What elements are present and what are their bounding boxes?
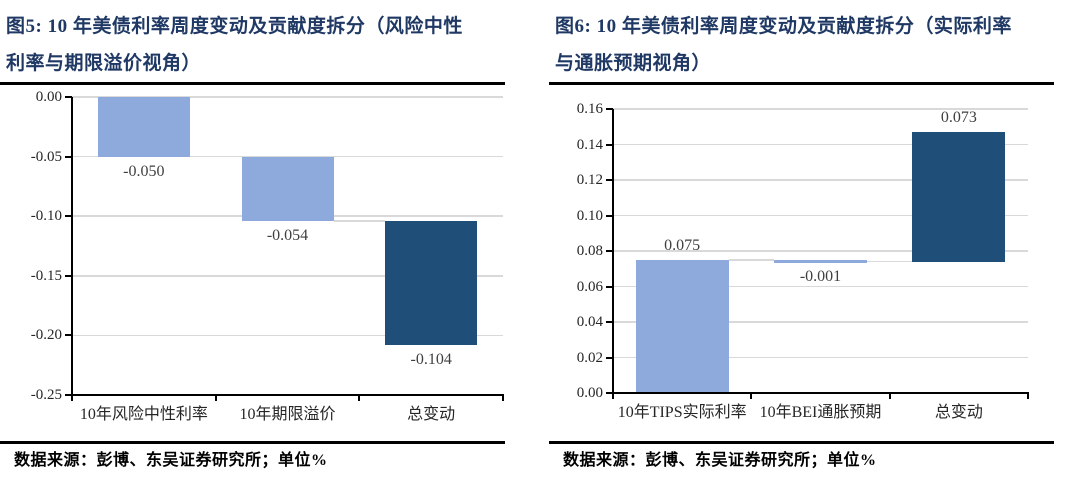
figure-6-title-line1: 图6: 10 年美债利率周度变动及贡献度拆分（实际利率 [555, 16, 1012, 37]
y-axis-tick-label: -0.25 [30, 387, 62, 403]
footer-divider [549, 441, 1054, 444]
y-axis-tick [65, 334, 72, 337]
x-axis-category-label: 总变动 [407, 406, 456, 423]
figure-5-title-line1: 图5: 10 年美债利率周度变动及贡献度拆分（风险中性 [6, 16, 463, 37]
gridline [613, 356, 1028, 359]
y-axis-tick [606, 214, 613, 217]
x-axis-category-label: 10年风险中性利率 [79, 406, 208, 423]
y-axis-tick [606, 321, 613, 323]
figure-5-chart: 0.00 -0.05 -0.10 -0.15 -0.20 -0.25 -0.050 -0.05… [0, 0, 530, 478]
y-axis-tick [606, 250, 613, 252]
x-axis-tick [1027, 393, 1029, 399]
x-axis-category-label: 10年期限溢价 [239, 406, 336, 423]
y-axis-tick [606, 143, 613, 146]
x-axis-line [71, 394, 504, 396]
gridline [613, 321, 1028, 323]
y-axis-tick-label: -0.05 [30, 148, 62, 165]
y-axis-tick-label: 0.14 [576, 136, 603, 153]
gridline [613, 179, 1028, 181]
figure-6-source: 数据来源：彭博、东吴证券研究所；单位% [563, 452, 877, 469]
bar-value-label: -0.054 [266, 226, 309, 244]
waterfall-connector [333, 220, 386, 222]
y-axis-tick [606, 285, 613, 288]
y-axis-tick-label: 0.16 [576, 101, 603, 117]
y-axis-tick-label: -0.15 [30, 267, 62, 284]
x-axis-line [612, 392, 1029, 394]
gridline [72, 275, 503, 277]
y-axis-tick [606, 108, 613, 110]
y-axis-tick [65, 155, 72, 158]
x-axis-tick [888, 393, 891, 399]
y-axis-tick [65, 215, 72, 218]
y-axis-tick-label: -0.20 [30, 327, 62, 344]
y-axis-tick-label: 0.02 [576, 349, 603, 366]
y-axis-tick-label: 0.06 [576, 278, 603, 295]
y-axis-tick [65, 274, 72, 277]
waterfall-connector [867, 260, 913, 263]
y-axis-tick-label: 0.12 [576, 172, 603, 188]
y-axis-tick-label: 0.08 [576, 243, 603, 259]
figure-block-6: 图6: 10 年美债利率周度变动及贡献度拆分（实际利率 与通胀预期视角） 0.1… [549, 0, 1080, 478]
chart-bar [912, 132, 1006, 262]
title-divider [0, 82, 505, 85]
x-axis-category-label: 10年BEI通胀预期 [759, 404, 882, 421]
chart-bar [774, 259, 867, 263]
footer-divider [0, 441, 505, 444]
gridline [613, 285, 1028, 288]
gridline [72, 96, 503, 98]
x-axis-tick [502, 395, 504, 401]
x-axis-tick [214, 395, 217, 401]
figure-5-title: 图5: 10 年美债利率周度变动及贡献度拆分（风险中性 利率与期限溢价视角） [6, 8, 526, 82]
figure-block-5: 图5: 10 年美债利率周度变动及贡献度拆分（风险中性 利率与期限溢价视角） 0… [0, 0, 530, 478]
x-axis-tick [358, 395, 361, 401]
bar-value-label: 0.073 [940, 109, 977, 127]
y-axis-tick-label: -0.10 [30, 208, 62, 225]
chart-bar [241, 156, 334, 221]
y-axis-line [71, 97, 73, 395]
gridline [613, 214, 1028, 217]
x-axis-tick [71, 395, 73, 401]
waterfall-connector [189, 155, 242, 158]
figure-6-title: 图6: 10 年美债利率周度变动及贡献度拆分（实际利率 与通胀预期视角） [555, 8, 1076, 82]
bar-value-label: -0.001 [799, 267, 842, 285]
x-axis-category-label: 总变动 [934, 404, 983, 421]
bar-value-label: 0.075 [664, 236, 701, 254]
figure-5-title-line2: 利率与期限溢价视角） [6, 53, 202, 74]
chart-bar [97, 97, 190, 157]
figure-6-chart: 0.16 0.14 0.12 0.10 0.08 0.06 0.04 0.02 0.00 0.07… [549, 0, 1080, 478]
y-axis-tick-label: 0.04 [576, 314, 603, 330]
y-axis-tick [606, 356, 613, 359]
x-axis-tick [750, 393, 753, 399]
y-axis-tick [65, 394, 72, 396]
gridline [613, 143, 1028, 146]
waterfall-connector [728, 259, 774, 261]
bar-value-label: -0.050 [123, 162, 165, 180]
gridline [72, 334, 503, 337]
y-axis-tick [606, 179, 613, 181]
y-axis-line [612, 109, 614, 393]
chart-bar [385, 220, 478, 345]
y-axis-tick-label: 0.00 [35, 89, 62, 105]
y-axis-tick-label: 0.10 [576, 207, 603, 224]
bar-value-label: -0.104 [410, 350, 452, 368]
title-divider [549, 82, 1054, 85]
y-axis-tick [65, 96, 72, 98]
x-axis-tick [612, 393, 614, 399]
gridline [613, 108, 1028, 110]
y-axis-tick-label: 0.00 [576, 385, 603, 401]
chart-bar [635, 259, 729, 393]
figure-5-source: 数据来源：彭博、东吴证券研究所；单位% [14, 452, 328, 469]
x-axis-category-label: 10年TIPS实际利率 [617, 404, 747, 421]
y-axis-tick [606, 392, 613, 394]
figure-6-title-line2: 与通胀预期视角） [555, 53, 712, 74]
gridline [613, 250, 1028, 252]
